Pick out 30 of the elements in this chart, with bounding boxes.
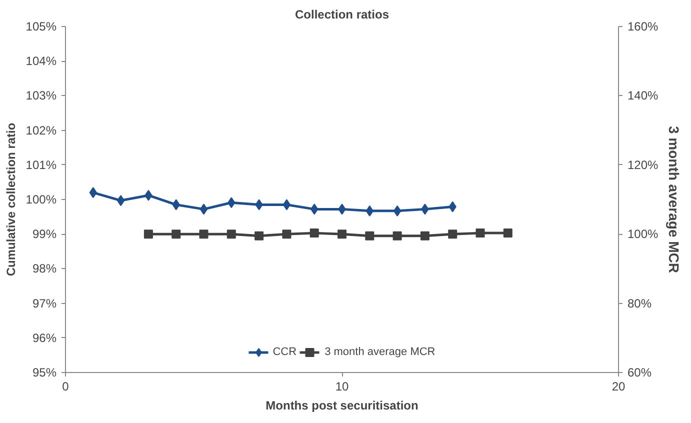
y-tick-label: 99% xyxy=(32,227,57,242)
chart-title: Collection ratios xyxy=(294,8,390,22)
y2-axis-title: 3 month average MCR xyxy=(666,126,682,274)
legend-label: 3 month average MCR xyxy=(324,346,436,358)
y2-tick-label: 60% xyxy=(628,366,652,380)
y2-tick-label: 120% xyxy=(628,158,659,172)
y2-tick-label: 140% xyxy=(628,88,659,103)
y2-tick-label: 160% xyxy=(628,20,659,34)
y-tick-label: 105% xyxy=(26,20,57,34)
x-tick-label: 10 xyxy=(335,380,349,394)
point xyxy=(393,205,402,216)
y-tick-label: 103% xyxy=(26,88,57,103)
point xyxy=(200,204,208,215)
y-tick-label: 104% xyxy=(26,54,57,68)
legend-label: CCR xyxy=(272,346,297,358)
y-axis-title: Cumulative collection ratio xyxy=(4,122,18,276)
x-tick-label: 20 xyxy=(612,380,626,394)
x-tick-label: 0 xyxy=(62,380,70,394)
y2-tick-label: 100% xyxy=(628,227,659,242)
point xyxy=(116,195,125,206)
y-tick-label: 100% xyxy=(26,192,57,206)
y-tick-label: 102% xyxy=(26,123,57,138)
y-tick-label: 98% xyxy=(32,262,57,276)
y-tick-label: 97% xyxy=(32,296,57,310)
point xyxy=(282,199,291,210)
y-tick-label: 95% xyxy=(32,366,57,380)
x-axis-title: Months post securitisation xyxy=(266,398,418,412)
y-tick-label: 101% xyxy=(26,158,57,172)
y-tick-label: 96% xyxy=(32,330,57,345)
y2-tick-label: 80% xyxy=(628,296,652,310)
